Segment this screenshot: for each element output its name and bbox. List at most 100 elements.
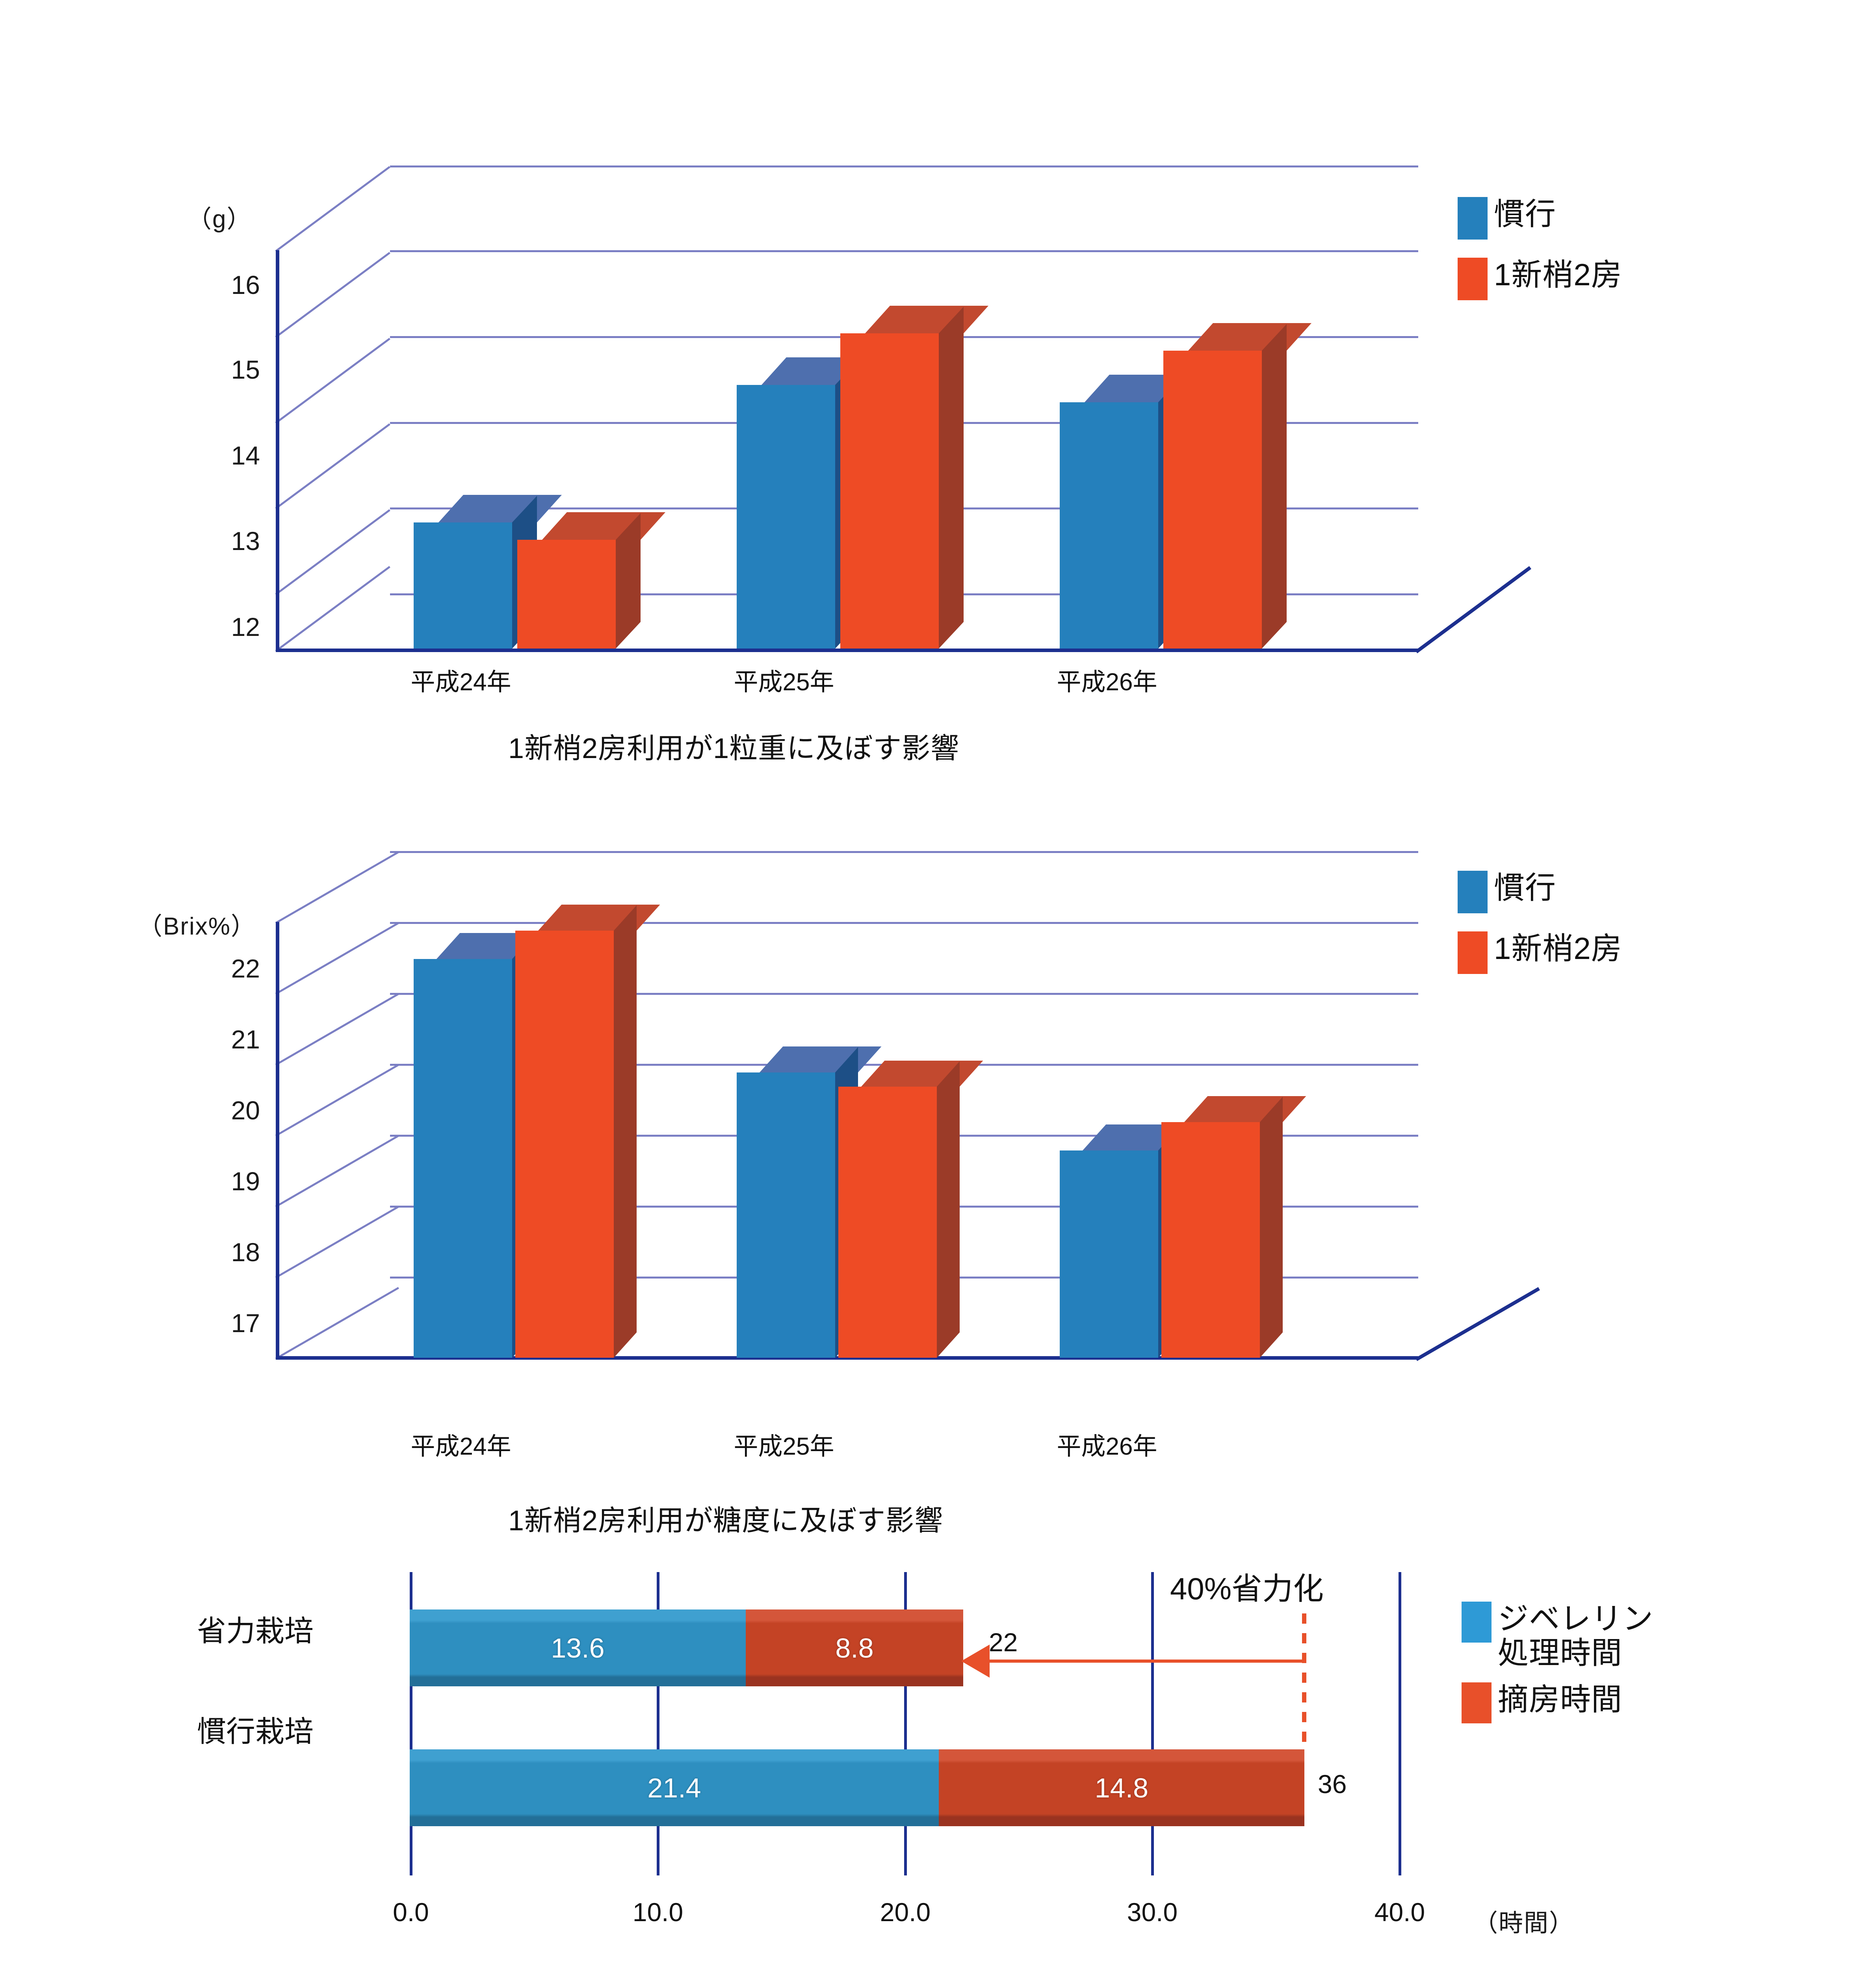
- chart3-axis-unit: （時間）: [1473, 1910, 1575, 1937]
- chart2-diag-21: [275, 993, 399, 1066]
- chart2-ytick-1: 21: [231, 1025, 260, 1054]
- chart1-diag-14: [275, 423, 390, 509]
- chart1-bar-h26-kanko: [1060, 375, 1208, 649]
- chart3-seg-tekibo-0: 8.8: [746, 1609, 963, 1686]
- chart2-legend: 慣行 1新梢2房: [1458, 870, 1622, 992]
- chart2-bar-h26-kanko: [1060, 1124, 1205, 1358]
- chart3-value-gibberellin-1: 21.4: [647, 1772, 701, 1803]
- chart2-caption: 1新梢2房利用が糖度に及ぼす影響: [508, 1505, 944, 1537]
- chart3-seg-gibberellin-1: 21.4: [410, 1749, 940, 1826]
- chart1-caption: 1新梢2房利用が1粒重に及ぼす影響: [508, 733, 960, 764]
- legend-swatch-red-icon: [1462, 1682, 1492, 1723]
- chart3-annotation-arrow-line: [985, 1660, 1304, 1663]
- chart2-gridline-22: [390, 922, 1418, 924]
- chart3-xtick-1: 10.0: [632, 1898, 684, 1927]
- chart3-seg-gibberellin-0: 13.6: [410, 1609, 747, 1686]
- legend-swatch-red-icon: [1458, 931, 1488, 974]
- chart3-legend-item-gibberellin[interactable]: ジベレリン 処理時間: [1462, 1601, 1653, 1671]
- chart1-ytick-2: 14: [231, 441, 260, 470]
- chart1-ytick-3: 13: [231, 526, 260, 556]
- chart1-bar-h25-kanko: [737, 357, 885, 649]
- chart1-diag-15: [275, 338, 390, 424]
- bar-top-face: [760, 1046, 882, 1072]
- chart3-gridline-10: [657, 1572, 659, 1875]
- bar-top-face: [1188, 323, 1312, 351]
- chart3-legend: ジベレリン 処理時間 摘房時間: [1462, 1601, 1653, 1741]
- chart1-legend-item-2boue[interactable]: 1新梢2房: [1458, 257, 1622, 300]
- chart-work-hours: 省力栽培 慣行栽培 13.6 8.8: [0, 1560, 1876, 1970]
- legend-swatch-blue-icon: [1458, 871, 1488, 913]
- legend-swatch-blue-icon: [1462, 1602, 1492, 1643]
- chart3-total-0: 22: [989, 1628, 1018, 1657]
- chart3-annotation-label: 40%省力化: [1170, 1571, 1324, 1606]
- chart3-annotation-arrow-head-icon: [961, 1645, 990, 1678]
- chart2-diag-top: [275, 851, 399, 924]
- chart3-cat-text-1: 慣行栽培: [197, 1715, 314, 1748]
- bar-front-face: [737, 385, 835, 649]
- chart1-bar-h25-2boue: [840, 306, 989, 649]
- chart1-gridline-top: [390, 165, 1418, 167]
- chart2-x-axis: [276, 1356, 1418, 1360]
- bar-front-face: [838, 1087, 937, 1358]
- chart3-row-shoryoku: 13.6 8.8: [410, 1609, 963, 1686]
- chart2-ytick-5: 17: [231, 1308, 260, 1338]
- bar-side-face: [1262, 324, 1287, 649]
- chart3-seg-tekibo-1: 14.8: [939, 1749, 1304, 1826]
- chart3-annotation-dashed-line: [1302, 1613, 1306, 1751]
- chart3-cat-text-0: 省力栽培: [197, 1615, 314, 1647]
- bar-top-face: [538, 905, 660, 931]
- chart1-ytick-1: 15: [231, 355, 260, 384]
- bar-top-face: [438, 495, 562, 522]
- bar-front-face: [414, 959, 512, 1358]
- chart3-gridline-40: [1399, 1572, 1401, 1875]
- chart3-gridline-30: [1151, 1572, 1154, 1875]
- chart2-y-axis: [276, 922, 279, 1359]
- bar-front-face: [517, 540, 616, 649]
- chart2-xtick-1: 平成25年: [734, 1433, 834, 1460]
- chart2-diag-20: [275, 1064, 399, 1137]
- chart2-plot-area: [275, 851, 1540, 1361]
- chart1-diag-13: [275, 509, 390, 595]
- chart3-cat-label-0: 省力栽培: [197, 1608, 314, 1650]
- chart1-depth-axis: [1415, 566, 1532, 654]
- chart-brix: （Brix%） 22 21 20 19 18 17: [0, 788, 1876, 1560]
- bar-front-face: [1163, 351, 1262, 649]
- chart1-legend-item-kanko[interactable]: 慣行: [1458, 197, 1622, 240]
- chart3-xtick-2: 20.0: [880, 1898, 931, 1927]
- chart2-xtick-2: 平成26年: [1057, 1433, 1157, 1460]
- chart1-diag-12: [275, 566, 390, 652]
- bar-front-face: [1161, 1122, 1260, 1358]
- legend-swatch-red-icon: [1458, 258, 1488, 300]
- chart1-plot-area: [275, 165, 1532, 654]
- chart1-axis-unit: （g）: [187, 206, 252, 233]
- chart2-ytick-3: 19: [231, 1167, 260, 1196]
- chart2-legend-item-kanko[interactable]: 慣行: [1458, 870, 1622, 913]
- chart2-depth-axis: [1415, 1287, 1540, 1361]
- chart2-diag-18: [275, 1206, 399, 1279]
- chart3-legend-item-tekibo[interactable]: 摘房時間: [1462, 1682, 1653, 1723]
- chart2-legend-item-2boue[interactable]: 1新梢2房: [1458, 931, 1622, 974]
- chart3-legend-label-1: 摘房時間: [1498, 1682, 1623, 1717]
- chart1-y-axis: [276, 250, 279, 652]
- chart2-diag-19: [275, 1135, 399, 1208]
- chart1-diag-16: [275, 252, 390, 338]
- chart1-bar-h24-2boue: [517, 512, 666, 649]
- chart3-plot-area: 13.6 8.8 21.4 14.8 22 36 40%省力化: [410, 1571, 1401, 1875]
- bar-front-face: [737, 1072, 835, 1358]
- bar-side-face: [939, 307, 964, 649]
- chart3-gridline-20: [904, 1572, 907, 1875]
- chart2-bar-h26-2boue: [1161, 1096, 1306, 1358]
- chart3-row-kanko: 21.4 14.8: [410, 1749, 1304, 1826]
- chart2-gridline-21: [390, 993, 1418, 995]
- bar-top-face: [865, 306, 989, 333]
- chart1-bar-h24-kanko: [414, 495, 562, 649]
- chart2-bar-h25-2boue: [838, 1061, 983, 1358]
- chart3-total-1: 36: [1318, 1769, 1347, 1799]
- chart2-ytick-4: 18: [231, 1238, 260, 1267]
- chart2-diag-17: [275, 1287, 399, 1360]
- chart3-cat-label-1: 慣行栽培: [197, 1708, 314, 1750]
- bar-side-face: [937, 1061, 960, 1358]
- chart2-bar-h24-kanko: [414, 933, 559, 1358]
- bar-front-face: [840, 333, 939, 649]
